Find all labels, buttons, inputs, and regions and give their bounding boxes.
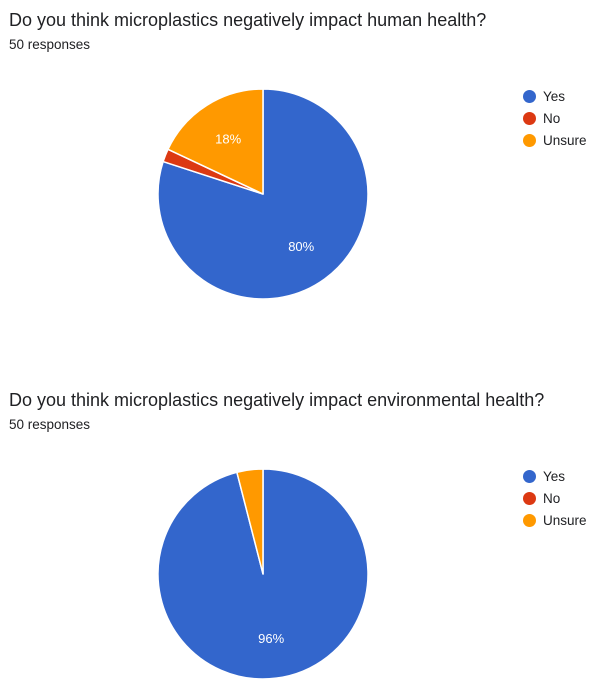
legend-swatch-icon <box>523 469 536 483</box>
legend-item-unsure[interactable]: Unsure <box>523 130 587 152</box>
pie-slice-unsure[interactable] <box>167 88 264 195</box>
chart-legend: Yes No Unsure <box>523 86 587 152</box>
legend-item-yes[interactable]: Yes <box>523 86 587 108</box>
legend-label: Unsure <box>543 133 587 148</box>
legend-label: Yes <box>543 89 566 104</box>
legend-item-no[interactable]: No <box>523 108 587 130</box>
chart-title: Do you think microplastics negatively im… <box>9 390 545 410</box>
legend-swatch-icon <box>523 89 536 103</box>
slice-percent-label: 80% <box>288 239 314 254</box>
slice-percent-label: 18% <box>215 132 241 147</box>
pie-slice-yes[interactable] <box>157 88 369 300</box>
legend-swatch-icon <box>523 491 536 505</box>
response-count: 50 responses <box>9 417 91 432</box>
legend-item-yes[interactable]: Yes <box>523 466 587 488</box>
legend-label: No <box>543 491 561 506</box>
legend-label: Yes <box>543 469 566 484</box>
chart-card-human-health: Do you think microplastics negatively im… <box>9 10 587 300</box>
legend-item-unsure[interactable]: Unsure <box>523 510 587 532</box>
legend-label: No <box>543 111 561 126</box>
legend-swatch-icon <box>523 513 536 527</box>
pie-chart-human-health: 80% 18% <box>157 88 369 300</box>
legend-swatch-icon <box>523 111 536 125</box>
response-count: 50 responses <box>9 37 91 52</box>
chart-title: Do you think microplastics negatively im… <box>9 10 487 30</box>
legend-item-no[interactable]: No <box>523 488 587 510</box>
chart-legend: Yes No Unsure <box>523 466 587 532</box>
chart-card-environmental-health: Do you think microplastics negatively im… <box>0 380 601 691</box>
slice-percent-label: 96% <box>258 631 284 646</box>
legend-label: Unsure <box>543 513 587 528</box>
pie-slice-unsure[interactable] <box>236 468 264 575</box>
pie-chart-environmental-health: 96% <box>157 468 369 680</box>
legend-swatch-icon <box>523 133 536 147</box>
